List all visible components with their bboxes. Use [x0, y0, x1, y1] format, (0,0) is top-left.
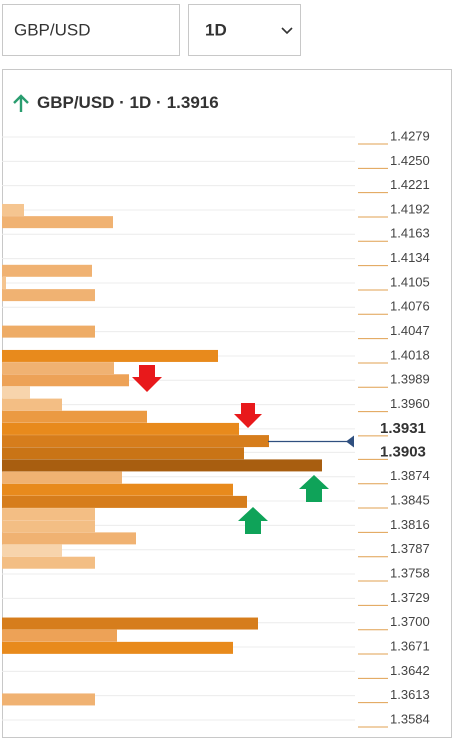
- down-arrow: [132, 365, 162, 392]
- y-tick-label: 1.4192: [390, 201, 430, 216]
- bar: [2, 435, 269, 448]
- y-tick-label: 1.4163: [390, 226, 430, 241]
- title-price: 1.3916: [167, 93, 219, 112]
- bar: [2, 459, 322, 472]
- down-arrow: [234, 403, 262, 428]
- y-tick-label: 1.3816: [390, 517, 430, 532]
- y-tick-label: 1.3758: [390, 565, 430, 580]
- current-price-pointer: [346, 435, 354, 448]
- symbol-input[interactable]: [2, 4, 180, 56]
- bar: [2, 447, 244, 460]
- y-tick-label: 1.3960: [390, 396, 430, 411]
- bar: [2, 325, 95, 338]
- bar: [2, 544, 62, 557]
- y-tick-label: 1.4047: [390, 323, 430, 338]
- y-tick-label: 1.3787: [390, 541, 430, 556]
- bar: [2, 693, 95, 706]
- bar: [2, 362, 114, 375]
- y-tick-label: 1.3613: [390, 687, 430, 702]
- bar: [2, 629, 117, 642]
- y-tick-label: 1.4105: [390, 274, 430, 289]
- bar: [2, 520, 95, 533]
- timeframe-select[interactable]: [188, 4, 301, 56]
- bar: [2, 617, 258, 630]
- y-tick-label: 1.3584: [390, 711, 430, 726]
- bar: [2, 471, 122, 484]
- bar: [2, 386, 30, 399]
- bar: [2, 203, 24, 216]
- signal-arrows: [132, 365, 329, 534]
- y-tick-label: 1.3845: [390, 492, 430, 507]
- bar: [2, 276, 6, 289]
- y-tick-label: 1.3729: [390, 590, 430, 605]
- bar: [2, 216, 113, 229]
- up-arrow: [238, 507, 268, 534]
- bar: [2, 508, 95, 521]
- bar: [2, 495, 247, 508]
- bar: [2, 289, 95, 302]
- up-arrow-icon: [13, 94, 29, 112]
- y-tick-label: 1.4018: [390, 347, 430, 362]
- y-tick-label: 1.3931: [380, 420, 426, 437]
- y-tick-label: 1.3671: [390, 638, 430, 653]
- y-tick-label: 1.3874: [390, 468, 430, 483]
- bar: [2, 641, 233, 654]
- symbol-input-text: GBP/USD: [14, 20, 91, 39]
- chart-title: GBP/USD · 1D · 1.3916: [37, 93, 219, 112]
- bar: [2, 349, 218, 362]
- up-arrow: [299, 475, 329, 502]
- y-tick-label: 1.4076: [390, 299, 430, 314]
- timeframe-select-text: 1D: [205, 20, 227, 39]
- y-tick-label: 1.4279: [390, 128, 430, 143]
- y-tick-label: 1.3903: [380, 443, 426, 460]
- bar: [2, 398, 62, 411]
- select-chevron: [281, 27, 293, 35]
- y-tick-label: 1.3700: [390, 614, 430, 629]
- bar: [2, 483, 233, 496]
- y-tick-label: 1.4250: [390, 153, 430, 168]
- bar: [2, 264, 92, 277]
- bar: [2, 532, 136, 545]
- bar: [2, 422, 239, 435]
- title-text: GBP/USD · 1D ·: [37, 93, 162, 112]
- y-tick-label: 1.3642: [390, 663, 430, 678]
- chart: 1.4279 1.4250 1.4221 1.4192 1.4163 1.4134 1.41…: [2, 128, 430, 728]
- bar: [2, 374, 129, 387]
- y-tick-label: 1.3989: [390, 372, 430, 387]
- y-tick-label: 1.4134: [390, 250, 430, 265]
- y-tick-label: 1.4221: [390, 177, 430, 192]
- bar: [2, 556, 95, 569]
- bar: [2, 410, 147, 423]
